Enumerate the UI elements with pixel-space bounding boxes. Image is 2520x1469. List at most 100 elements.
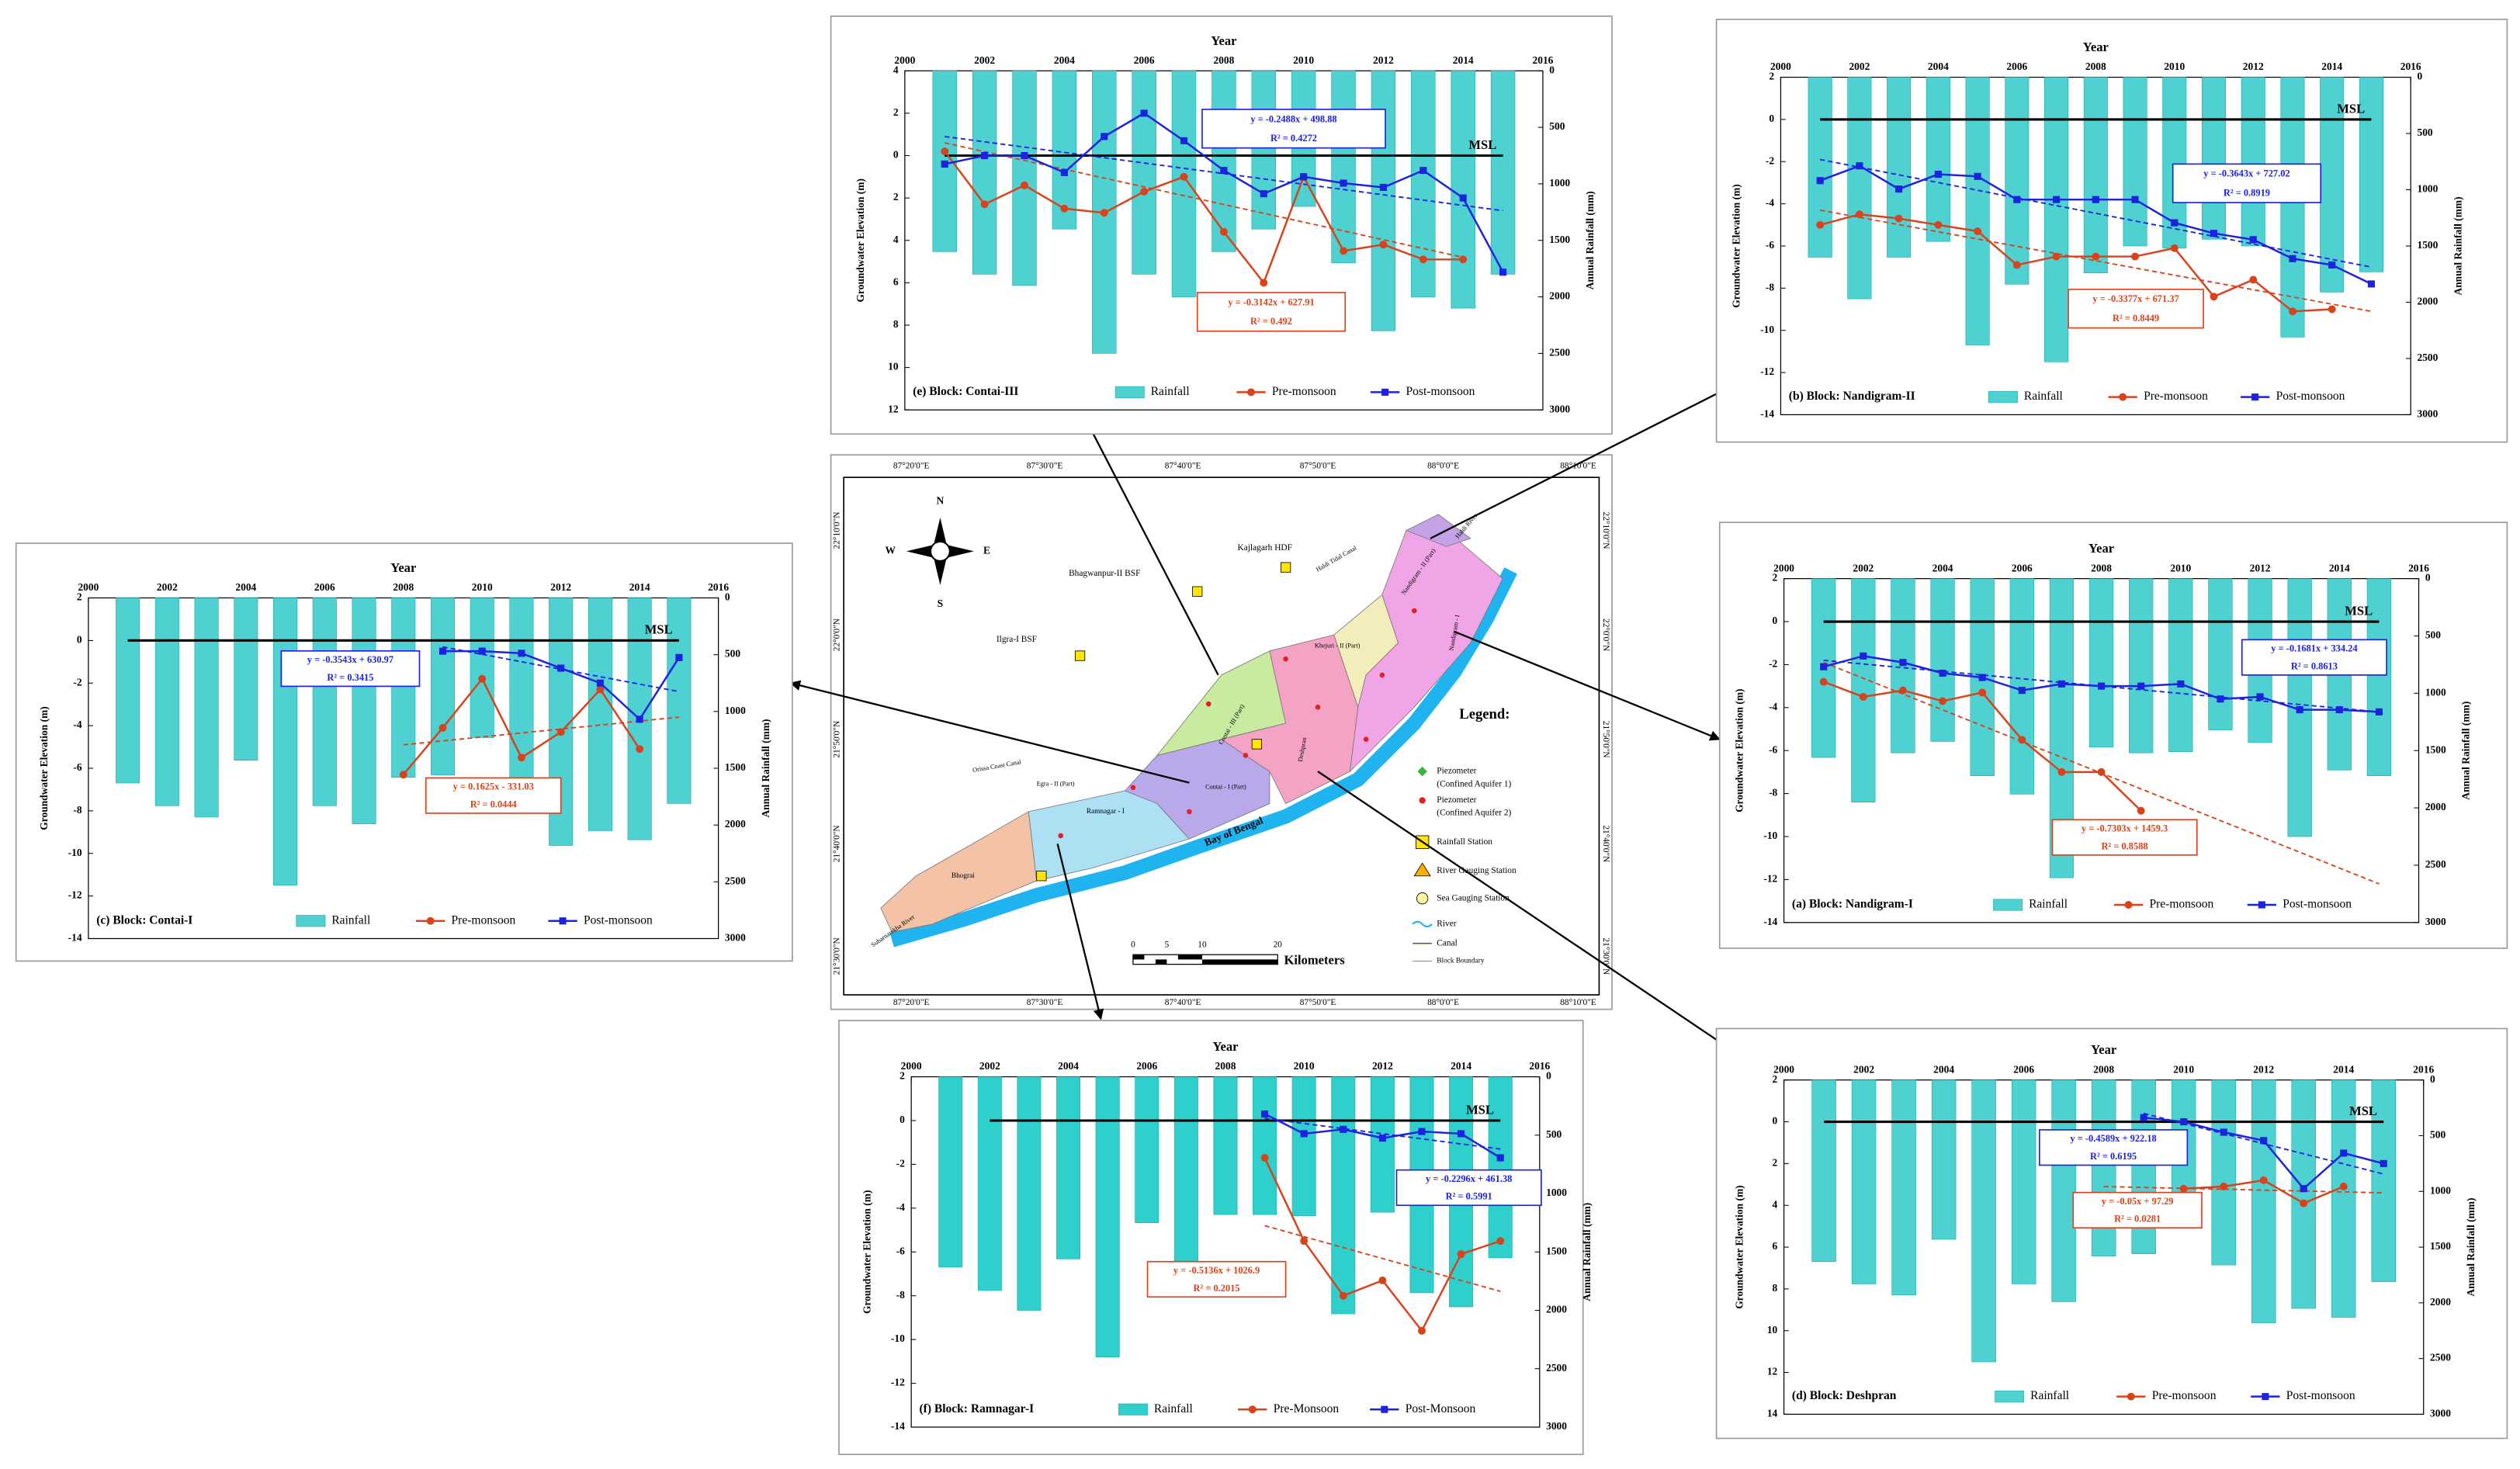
y2-axis-label: Annual Rainfall (mm) [2452, 196, 2463, 295]
trend-line [403, 716, 680, 746]
point [2339, 1183, 2348, 1190]
y2-tick-label: 500 [2425, 629, 2441, 641]
y2-axis-label: Annual Rainfall (mm) [760, 719, 771, 817]
rainfall-bar [1012, 70, 1037, 286]
x-tick-label: 2010 [472, 581, 493, 593]
lat-label: 21°30'0"N [832, 937, 841, 975]
piezometer [1187, 809, 1192, 815]
y2-tick-label: 0 [2417, 71, 2422, 82]
rainfall-bar [2044, 77, 2069, 362]
legend-marker [559, 917, 567, 925]
point [478, 674, 487, 683]
msl-label: MSL [2345, 603, 2373, 618]
rainfall-station [1074, 650, 1086, 661]
point [1496, 1154, 1504, 1162]
legend-label: Rainfall [331, 913, 370, 927]
y-tick-label: 2 [77, 591, 82, 603]
rainfall-bar [1095, 1076, 1120, 1358]
rainfall-bar [2211, 1079, 2236, 1266]
x-tick-label: 2012 [2243, 61, 2264, 72]
y-tick-label: -14 [1760, 408, 1774, 420]
msl-label: MSL [2349, 1103, 2377, 1118]
legend-marker [1381, 1405, 1388, 1413]
rainfall-bar [2123, 77, 2147, 247]
rainfall-bar [1331, 70, 1356, 264]
rainfall-bar [1891, 1079, 1916, 1296]
point [1974, 172, 1981, 180]
legend-title: Legend: [1459, 706, 1510, 722]
arrow [1317, 771, 1737, 1054]
legend-label: Rainfall [2024, 390, 2063, 403]
rainfall-bar [1251, 70, 1277, 230]
y-tick-label: 0 [77, 633, 82, 645]
equation-text: R² = 0.2015 [1194, 1283, 1240, 1294]
rainfall-bar [2091, 1079, 2116, 1256]
equation-text: R² = 0.492 [1250, 316, 1292, 327]
equation-box [2051, 819, 2198, 856]
rainfall-bar [2011, 1079, 2036, 1284]
lat-label: 22°0'0"N [832, 618, 841, 651]
point [1459, 255, 1468, 264]
equation-text: y = -0.5136x + 1026.9 [1173, 1265, 1260, 1276]
legend-text: River Gauging Station [1437, 866, 1517, 875]
equation-text: R² = 0.0444 [470, 799, 517, 809]
legend-text: (Confined Aquifer 2) [1437, 809, 1511, 818]
y-tick-label: 4 [893, 64, 899, 75]
point [1140, 109, 1148, 117]
point [2057, 680, 2065, 688]
point [2249, 236, 2257, 244]
legend-swatch [296, 915, 326, 927]
point [557, 664, 565, 672]
rainfall-bar [2241, 77, 2265, 247]
chart-panel: 2000 2002 2004 2006 2008 2010 2012 2014 2016Year… [1715, 1027, 2508, 1440]
piezometer [1379, 672, 1385, 678]
lat-label: 21°50'0"N [1601, 721, 1610, 758]
rainfall-bar [1887, 77, 1912, 258]
point [2289, 255, 2296, 262]
legend-marker [2124, 901, 2133, 909]
lon-label: 87°50'0"E [1300, 998, 1336, 1007]
rainfall-bar [1965, 77, 1990, 345]
y-tick-label: 0 [1773, 615, 1778, 626]
point [1260, 279, 1268, 287]
y2-tick-label: 1000 [2417, 183, 2438, 195]
legend-swatch [1995, 1391, 2025, 1403]
point [2375, 708, 2383, 715]
y-tick-label: 0 [893, 149, 899, 161]
y-axis-label: Groundwater Elevation (m) [861, 1190, 872, 1314]
scale-label: 5 [1165, 940, 1170, 949]
y2-tick-label: 2000 [2430, 1296, 2451, 1308]
lat-label: 21°50'0"N [832, 721, 841, 758]
x-tick-label: 2002 [157, 581, 178, 593]
y-tick-label: -2 [896, 1158, 905, 1169]
legend-label: Pre-monsoon [2152, 1389, 2217, 1402]
point [2170, 244, 2179, 252]
point [556, 728, 565, 736]
rainfall-bar [1930, 578, 1955, 742]
point [2092, 196, 2099, 203]
rainfall-station [1036, 871, 1047, 882]
y-axis-label: Groundwater Elevation (m) [854, 178, 866, 302]
rainfall-bar [977, 1076, 1002, 1291]
x-tick-label: 2006 [2012, 562, 2033, 573]
point [1457, 1250, 1465, 1259]
y2-tick-label: 1000 [1546, 1187, 1567, 1198]
point [2137, 682, 2145, 690]
y-tick-label: -10 [1763, 830, 1777, 841]
compass-label: N [937, 494, 945, 506]
x-tick-label: 2008 [2085, 61, 2106, 72]
rainfall-bar [1171, 70, 1197, 297]
y-tick-label: 0 [900, 1114, 905, 1125]
rainfall-bar [1056, 1076, 1081, 1259]
legend-label: Rainfall [1154, 1402, 1193, 1415]
y-axis-label: Groundwater Elevation (m) [1734, 1185, 1745, 1308]
chart-panel: 2000 2002 2004 2006 2008 2010 2012 2014 2016Year… [1715, 19, 2508, 443]
x-tick-label: 2002 [1849, 61, 1870, 72]
point [1859, 692, 1867, 701]
y-tick-label: -6 [1766, 239, 1774, 251]
rainfall-bar [1213, 1076, 1238, 1215]
point [438, 723, 447, 732]
equation-text: R² = 0.8613 [2291, 660, 2338, 671]
x-tick-label: 2002 [974, 54, 995, 66]
legend-label: Pre-Monsoon [1274, 1402, 1340, 1415]
